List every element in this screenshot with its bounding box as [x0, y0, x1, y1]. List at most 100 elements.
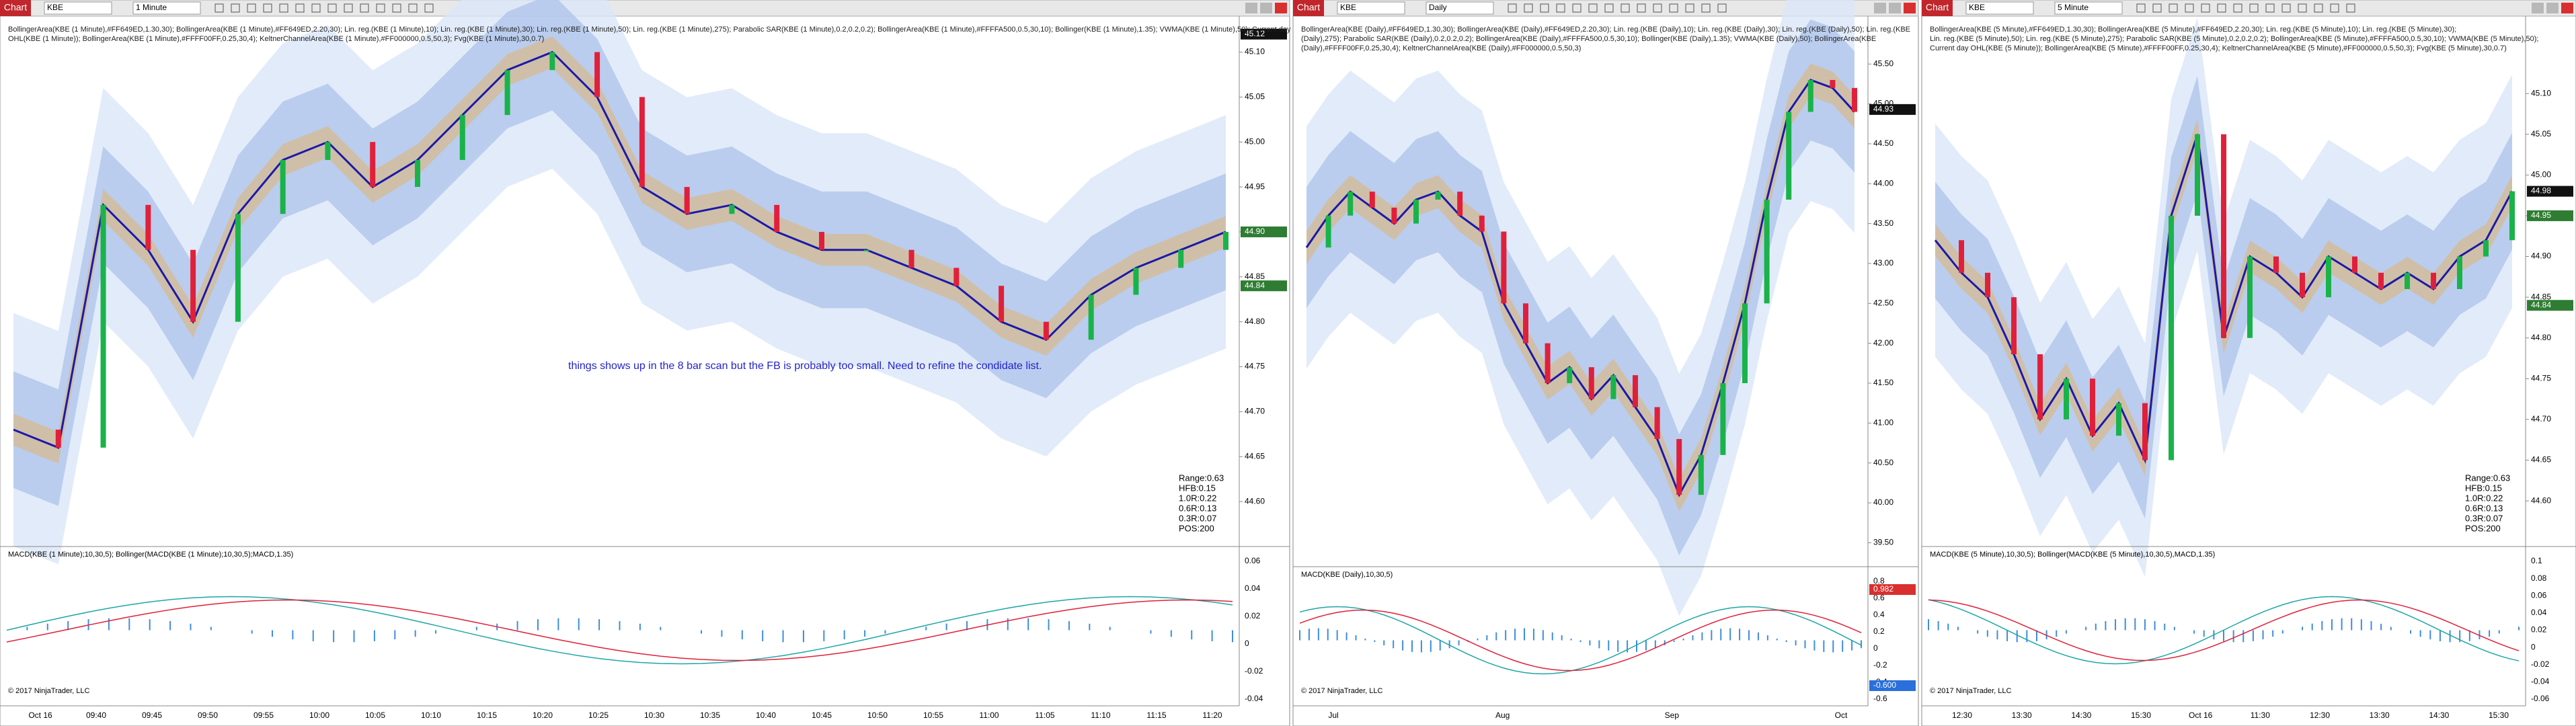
toolbar-icon[interactable]	[344, 3, 353, 13]
interval-box[interactable]	[1426, 1, 1494, 15]
candle	[2457, 256, 2462, 290]
toolbar-icon[interactable]	[2249, 3, 2259, 13]
candle	[1223, 231, 1228, 250]
candle	[639, 97, 645, 188]
time-tick-label: 10:20	[533, 711, 553, 720]
toolbar-icon[interactable]	[2265, 3, 2275, 13]
window-control[interactable]	[1889, 3, 1901, 13]
price-tick-label: 45.10	[2531, 88, 2551, 97]
toolbar-icon[interactable]	[263, 3, 272, 13]
time-tick-label: 10:50	[867, 711, 888, 720]
chart-button[interactable]	[1293, 0, 1324, 16]
toolbar-icon[interactable]	[295, 3, 305, 13]
toolbar-icon[interactable]	[2169, 3, 2178, 13]
interval-box[interactable]	[2054, 1, 2123, 15]
toolbar-icon[interactable]	[1508, 3, 1517, 13]
range-stat: Range:0.63	[2465, 473, 2510, 483]
toolbar-icon[interactable]	[214, 3, 224, 13]
chart-button-label: Chart	[4, 2, 27, 13]
candle	[1676, 439, 1682, 495]
chart-button[interactable]	[1922, 0, 1953, 16]
macd-tag	[1869, 584, 1916, 595]
candle	[2195, 134, 2200, 216]
toolbar-icon[interactable]	[231, 3, 240, 13]
price-tick-label: 45.05	[2531, 129, 2551, 138]
window-control[interactable]	[2546, 3, 2559, 13]
symbol-box[interactable]	[1337, 1, 1405, 15]
interval: Daily	[1429, 3, 1447, 12]
toolbar-icon[interactable]	[360, 3, 369, 13]
toolbar-icon[interactable]	[1685, 3, 1694, 13]
symbol-box[interactable]	[1965, 1, 2034, 15]
toolbar-icon[interactable]	[327, 3, 337, 13]
toolbar-icon[interactable]	[2298, 3, 2307, 13]
time-tick-label: 10:40	[756, 711, 776, 720]
candle	[2378, 272, 2384, 290]
candle	[1720, 383, 1726, 455]
toolbar-icon[interactable]	[2201, 3, 2210, 13]
toolbar-icon[interactable]	[1637, 3, 1646, 13]
range-stat: HFB:0.15	[1179, 483, 1216, 493]
toolbar-icon[interactable]	[1669, 3, 1678, 13]
toolbar-icon[interactable]	[376, 3, 385, 13]
macd-tick-label: 0.2	[1873, 627, 1885, 636]
time-tick-label: 14:30	[2429, 711, 2449, 720]
toolbar-icon[interactable]	[279, 3, 288, 13]
toolbar-icon[interactable]	[247, 3, 256, 13]
toolbar-icon[interactable]	[1653, 3, 1662, 13]
window-control[interactable]	[2532, 3, 2544, 13]
toolbar-icon[interactable]	[2185, 3, 2194, 13]
window-control[interactable]	[1904, 3, 1916, 13]
window-control[interactable]	[1275, 3, 1287, 13]
candle	[549, 52, 555, 71]
toolbar-icon[interactable]	[2152, 3, 2162, 13]
chart-button[interactable]	[0, 0, 31, 16]
candle	[1830, 79, 1836, 88]
candle	[1435, 192, 1441, 200]
toolbar-icon[interactable]	[2281, 3, 2291, 13]
macd-tick-label: 0	[2531, 642, 2536, 651]
candle	[2326, 256, 2331, 298]
toolbar-icon[interactable]	[1588, 3, 1598, 13]
toolbar-icon[interactable]	[2330, 3, 2339, 13]
toolbar-icon[interactable]	[1621, 3, 1630, 13]
window-control[interactable]	[1260, 3, 1272, 13]
toolbar-icon[interactable]	[1540, 3, 1549, 13]
macd-tick-label: -0.2	[1873, 660, 1887, 670]
toolbar-icon[interactable]	[2217, 3, 2226, 13]
toolbar-icon[interactable]	[1524, 3, 1533, 13]
indicator-list: (Daily),#FFFF00FF,0.25,30,4); KeltnerCha…	[1301, 44, 1581, 52]
window-control[interactable]	[1874, 3, 1886, 13]
toolbar-icon[interactable]	[392, 3, 401, 13]
toolbar-icon[interactable]	[2233, 3, 2242, 13]
annotation: things shows up in the 8 bar scan but th…	[568, 360, 1042, 372]
window-control[interactable]	[2561, 3, 2573, 13]
toolbar-icon[interactable]	[424, 3, 434, 13]
candle	[100, 204, 106, 448]
toolbar-icon[interactable]	[311, 3, 321, 13]
price-tag-label: 44.95	[2531, 210, 2551, 220]
macd-tick-label: 0	[1873, 643, 1878, 653]
toolbar-icon[interactable]	[2136, 3, 2146, 13]
toolbar-icon[interactable]	[1701, 3, 1711, 13]
symbol-box[interactable]	[44, 1, 112, 15]
candle	[1588, 367, 1594, 399]
time-tick-label: 11:30	[2251, 711, 2270, 720]
interval-box[interactable]	[132, 1, 201, 15]
toolbar-icon[interactable]	[1556, 3, 1565, 13]
candle	[145, 204, 151, 250]
macd-tick-label: 0.08	[2531, 573, 2547, 583]
macd-tick-label: 0.8	[1873, 576, 1885, 586]
toolbar-icon[interactable]	[1572, 3, 1582, 13]
toolbar-icon[interactable]	[1717, 3, 1727, 13]
candle	[1523, 303, 1528, 344]
toolbar-icon[interactable]	[408, 3, 418, 13]
candle	[1043, 321, 1049, 340]
price-tick-label: 40.50	[1873, 458, 1894, 467]
toolbar-icon[interactable]	[2346, 3, 2355, 13]
window-control[interactable]	[1245, 3, 1257, 13]
toolbar-icon[interactable]	[2314, 3, 2323, 13]
macd-tick-label: -0.04	[2531, 677, 2550, 686]
toolbar-icon[interactable]	[1604, 3, 1614, 13]
